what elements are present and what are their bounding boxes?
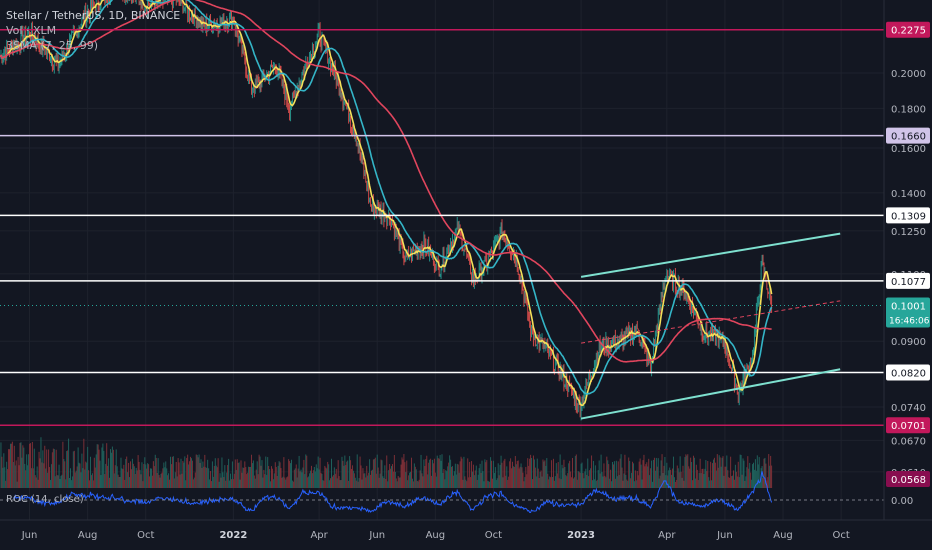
price-tick-label: 0.1250 [891,227,926,238]
sma-25-line [0,0,773,395]
time-tick-label: 2023 [567,530,595,541]
price-tick-label: 0.1800 [891,104,926,115]
time-tick-label: Apr [310,530,328,541]
price-tick-label: 0.0900 [891,337,926,348]
price-tick-label: 0.0670 [891,436,926,447]
time-tick-label: Oct [485,530,502,541]
price-tick-label: 0.1400 [891,189,926,200]
bar-countdown-label: 16:46:06 [889,317,930,327]
roc-pane [0,471,884,514]
time-tick-label: Jun [716,530,733,541]
time-tick-label: 2022 [219,530,247,541]
price-tick-label: 0.2000 [891,69,926,80]
chart-legend: Stellar / TetherUS, 1D, BINANCE Vol · XL… [6,8,180,53]
level-price-tag [886,207,930,224]
level-price-tag [886,364,930,381]
level-price-label: 0.2275 [891,26,926,37]
price-series [0,0,773,421]
roc-indicator-label[interactable]: ROC (14, close) [6,494,84,505]
level-price-tag [886,417,930,434]
sma-indicator-label[interactable]: 3SMA (7, 25, 99) [6,39,99,52]
time-tick-label: Oct [832,530,849,541]
level-price-label: 0.1309 [891,211,926,222]
time-tick-label: Aug [426,530,446,541]
level-price-tag [886,272,930,289]
time-axis[interactable]: Jun Aug Oct 2022 Apr Jun Aug Oct 2023 Apr Jun Aug Oc… [0,519,932,541]
level-price-label: 0.0701 [891,421,926,432]
level-price-label: 0.1077 [891,277,926,288]
time-tick-label: Oct [137,530,154,541]
volume-bars [0,437,773,488]
volume-indicator-label[interactable]: Vol · XLM [6,24,57,37]
current-price-tag [886,297,930,328]
time-tick-label: Aug [78,530,98,541]
level-price-tag [886,21,930,38]
time-tick-label: Aug [773,530,793,541]
roc-line [12,471,773,514]
time-tick-label: Jun [368,530,385,541]
horizontal-levels[interactable] [0,28,884,426]
current-price-label: 0.1001 [891,302,926,313]
price-tick-label: 0.0740 [891,403,926,414]
volume-value-label: 0.0568 [891,475,926,486]
trendline-channel-top [580,232,841,278]
sma-99-line [0,0,772,363]
level-price-tag [886,127,930,144]
trendline-channel-bottom [580,368,841,420]
level-price-label: 0.0820 [891,369,926,380]
time-tick-label: Apr [658,530,676,541]
volume-price-tag [886,471,930,487]
price-tick-label: 0.1600 [891,144,926,155]
sma-7-line [0,0,773,407]
time-tick-label: Jun [21,530,38,541]
grid [0,0,884,520]
trendline-midline [580,300,841,344]
level-price-label: 0.1660 [891,132,926,143]
roc-zero-label: 0.00 [891,496,913,507]
trendlines[interactable] [580,232,841,420]
symbol-title[interactable]: Stellar / TetherUS, 1D, BINANCE [6,9,181,22]
